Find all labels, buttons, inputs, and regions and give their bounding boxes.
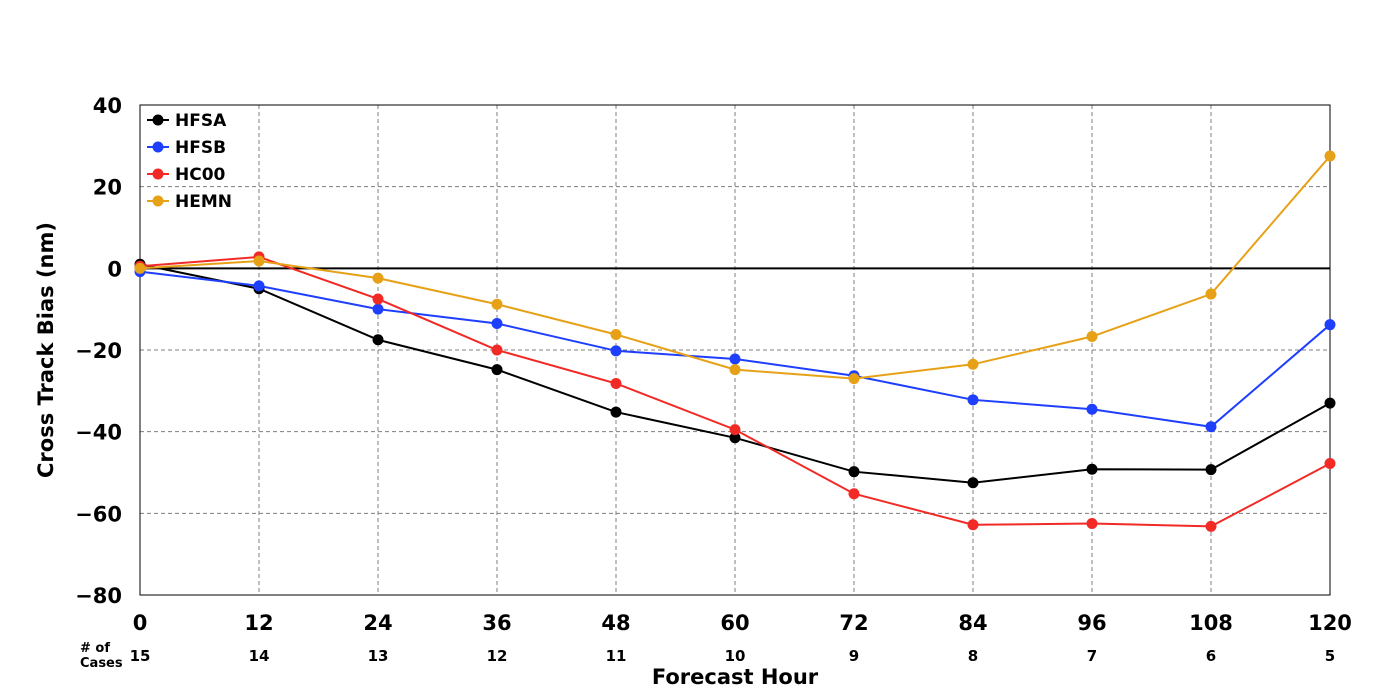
- case-count: 7: [1087, 647, 1097, 665]
- grid-layer: [140, 105, 1330, 595]
- series-point-hc00: [1324, 458, 1336, 470]
- case-count: 14: [249, 647, 270, 665]
- series-point-hc00: [967, 519, 979, 531]
- series-point-hfsb: [1324, 319, 1336, 331]
- series-point-hc00: [372, 293, 384, 305]
- series-point-hfsa: [372, 334, 384, 346]
- series-point-hemn: [848, 373, 860, 385]
- series-point-hemn: [729, 364, 741, 376]
- series-point-hfsa: [967, 477, 979, 489]
- series-point-hc00: [729, 424, 741, 436]
- x-axis-title: Forecast Hour: [652, 665, 819, 689]
- x-tick-label: 48: [601, 611, 630, 635]
- case-count: 5: [1325, 647, 1335, 665]
- series-point-hfsa: [1205, 464, 1217, 476]
- case-count: 11: [606, 647, 627, 665]
- legend: HFSA HFSB HC00 HEMN: [147, 111, 232, 212]
- series-point-hemn: [1205, 288, 1217, 300]
- legend-marker-hc00: [152, 168, 164, 180]
- legend-label-hc00: HC00: [175, 165, 226, 185]
- y-tick-label: −60: [75, 502, 122, 526]
- series-point-hemn: [1324, 150, 1336, 162]
- series-point-hc00: [491, 344, 503, 356]
- series-point-hfsb: [491, 317, 503, 329]
- series-point-hc00: [848, 488, 860, 500]
- series-point-hfsb: [1205, 421, 1217, 433]
- cases-label: Cases: [80, 656, 123, 671]
- x-tick-label: 60: [720, 611, 749, 635]
- series-point-hfsa: [491, 364, 503, 376]
- series-layer: [134, 150, 1336, 532]
- legend-label-hemn: HEMN: [175, 192, 232, 212]
- x-tick-label: 36: [482, 611, 511, 635]
- case-count: 6: [1206, 647, 1216, 665]
- series-point-hfsb: [729, 353, 741, 365]
- legend-marker-hfsa: [152, 114, 164, 126]
- series-point-hfsa: [729, 432, 741, 444]
- series-point-hfsb: [967, 394, 979, 406]
- series-point-hc00: [610, 377, 622, 389]
- x-tick-label: 120: [1308, 611, 1352, 635]
- series-point-hemn: [491, 298, 503, 310]
- y-tick-label: 40: [93, 94, 122, 118]
- legend-marker-hemn: [152, 195, 164, 207]
- y-tick-label: 20: [93, 176, 122, 200]
- series-point-hc00: [1086, 518, 1098, 530]
- series-point-hfsa: [610, 406, 622, 418]
- case-count: 15: [130, 647, 151, 665]
- series-point-hc00: [1205, 520, 1217, 532]
- y-tick-label: 0: [107, 257, 122, 281]
- x-tick-label: 24: [363, 611, 392, 635]
- x-tick-label: 96: [1077, 611, 1106, 635]
- series-point-hemn: [372, 272, 384, 284]
- series-point-hfsb: [253, 280, 265, 292]
- y-tick-label: −20: [75, 339, 122, 363]
- series-point-hemn: [1086, 331, 1098, 343]
- case-count: 13: [368, 647, 389, 665]
- x-tick-label: 84: [958, 611, 987, 635]
- series-point-hfsa: [1324, 397, 1336, 409]
- case-count: 9: [849, 647, 859, 665]
- series-point-hfsa: [1086, 463, 1098, 475]
- series-point-hfsa: [848, 466, 860, 478]
- x-tick-label: 108: [1189, 611, 1233, 635]
- case-count: 10: [725, 647, 746, 665]
- plot-frame: [139, 104, 1331, 596]
- series-point-hfsb: [1086, 403, 1098, 415]
- series-point-hfsb: [372, 303, 384, 315]
- x-tick-labels: 0 12 24 36 48 60 72 84 96 108 120: [133, 611, 1352, 635]
- cases-label: # of: [80, 641, 110, 656]
- case-count: 12: [487, 647, 508, 665]
- x-tick-label: 72: [839, 611, 868, 635]
- y-tick-label: −40: [75, 421, 122, 445]
- y-tick-label: −80: [75, 584, 122, 608]
- x-tick-label: 0: [133, 611, 148, 635]
- case-count: 8: [968, 647, 978, 665]
- series-point-hfsb: [610, 345, 622, 357]
- series-point-hemn: [253, 255, 265, 267]
- legend-label-hfsa: HFSA: [175, 111, 227, 131]
- legend-label-hfsb: HFSB: [175, 138, 226, 158]
- legend-marker-hfsb: [152, 141, 164, 153]
- y-axis-title: Cross Track Bias (nm): [34, 222, 58, 478]
- x-tick-label: 12: [244, 611, 273, 635]
- series-point-hemn: [610, 328, 622, 340]
- y-tick-labels: 40 20 0 −20 −40 −60 −80: [75, 94, 122, 608]
- series-point-hemn: [134, 262, 146, 274]
- series-point-hemn: [967, 358, 979, 370]
